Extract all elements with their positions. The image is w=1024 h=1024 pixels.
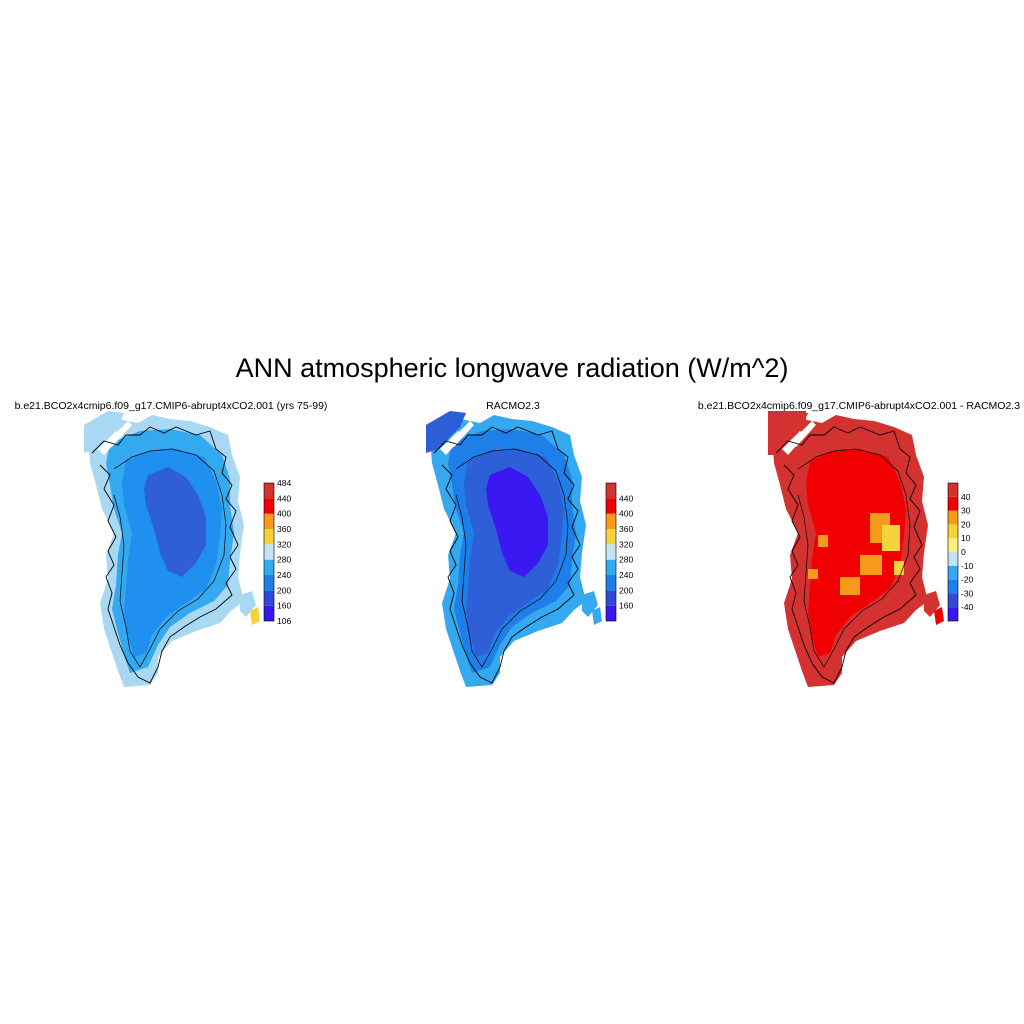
racmo-colorbar-frame bbox=[605, 482, 617, 622]
difference-colorbar-label: -10 bbox=[961, 561, 974, 571]
model-colorbar-swatch bbox=[264, 544, 274, 560]
difference-coastline bbox=[775, 426, 923, 684]
difference-colorbar-label: -40 bbox=[961, 602, 974, 612]
racmo-colorbar-swatch bbox=[606, 513, 616, 529]
model-colorbar-swatch bbox=[264, 529, 274, 545]
racmo-colorbar-label: 320 bbox=[619, 539, 633, 549]
model-colorbar-label: 106 bbox=[277, 616, 291, 626]
map-model: 106 160 200 240 280 320 360 400 440 484 bbox=[84, 411, 291, 687]
map-racmo: 160 200 240 280 320 360 400 440 bbox=[426, 411, 633, 687]
model-colorbar-swatch bbox=[264, 498, 274, 514]
model-colorbar-swatch bbox=[264, 575, 274, 591]
model-colorbar-swatch bbox=[264, 483, 274, 499]
racmo-colorbar-label: 280 bbox=[619, 555, 633, 565]
model-colorbar-label: 240 bbox=[277, 570, 291, 580]
racmo-colorbar-swatch bbox=[606, 544, 616, 560]
model-map-gap bbox=[108, 421, 132, 447]
difference-map-anomaly-patch bbox=[840, 577, 860, 595]
difference-colorbar-frame bbox=[947, 482, 959, 622]
racmo-colorbar-swatch bbox=[606, 529, 616, 545]
model-colorbar-label: 484 bbox=[277, 478, 291, 488]
map-difference: -40 -30 -20 -10 0 10 20 30 40 bbox=[768, 411, 974, 687]
model-colorbar-swatch bbox=[264, 605, 274, 621]
racmo-colorbar-swatch bbox=[606, 498, 616, 514]
racmo-colorbar-label: 240 bbox=[619, 570, 633, 580]
racmo-map-island-small bbox=[592, 607, 602, 625]
figure-title: ANN atmospheric longwave radiation (W/m^… bbox=[235, 353, 789, 383]
model-colorbar-label: 320 bbox=[277, 539, 291, 549]
model-colorbar-label: 280 bbox=[277, 555, 291, 565]
model-colorbar-label: 440 bbox=[277, 493, 291, 503]
difference-colorbar-label: -20 bbox=[961, 575, 974, 585]
panel-title-racmo: RACMO2.3 bbox=[486, 400, 540, 412]
racmo-map-region-core bbox=[486, 467, 548, 577]
model-coastline bbox=[91, 426, 239, 684]
difference-map-island bbox=[924, 591, 940, 617]
difference-colorbar-label: 0 bbox=[961, 547, 966, 557]
racmo-map-gap bbox=[450, 421, 474, 447]
model-map-island-small bbox=[250, 607, 260, 625]
racmo-ice-sheet-outline bbox=[455, 448, 569, 668]
difference-colorbar-label: 40 bbox=[961, 492, 971, 502]
model-colorbar-label: 160 bbox=[277, 601, 291, 611]
difference-colorbar-swatch bbox=[948, 524, 958, 539]
racmo-map-region-northwest-dark bbox=[426, 411, 466, 453]
model-colorbar-frame bbox=[263, 482, 275, 622]
model-colorbar: 106 160 200 240 280 320 360 400 440 484 bbox=[263, 478, 291, 626]
difference-colorbar-label: 10 bbox=[961, 533, 971, 543]
difference-colorbar-swatch bbox=[948, 552, 958, 566]
racmo-colorbar-swatch bbox=[606, 590, 616, 606]
difference-colorbar: -40 -30 -20 -10 0 10 20 30 40 bbox=[947, 482, 974, 622]
racmo-colorbar-label: 360 bbox=[619, 524, 633, 534]
model-colorbar-label: 200 bbox=[277, 585, 291, 595]
model-colorbar-label: 400 bbox=[277, 509, 291, 519]
model-colorbar-swatch bbox=[264, 559, 274, 575]
racmo-colorbar-swatch bbox=[606, 559, 616, 575]
difference-colorbar-label: 30 bbox=[961, 506, 971, 516]
model-map-island bbox=[240, 591, 256, 617]
racmo-colorbar-swatch bbox=[606, 575, 616, 591]
difference-map-anomaly-patch bbox=[808, 569, 818, 579]
model-colorbar-label: 360 bbox=[277, 524, 291, 534]
racmo-map-island bbox=[582, 591, 598, 617]
difference-colorbar-swatch bbox=[948, 510, 958, 525]
difference-map-gap bbox=[792, 421, 816, 447]
panel-title-difference: b.e21.BCO2x4cmip6.f09_g17.CMIP6-abrupt4x… bbox=[697, 400, 1021, 412]
difference-colorbar-swatch bbox=[948, 565, 958, 580]
racmo-coastline bbox=[433, 426, 581, 684]
difference-map-region-core bbox=[828, 467, 890, 577]
difference-map-anomaly-patch bbox=[818, 535, 828, 547]
racmo-colorbar-swatch bbox=[606, 483, 616, 499]
racmo-colorbar-label: 400 bbox=[619, 509, 633, 519]
difference-map-anomaly-patch bbox=[894, 561, 904, 575]
model-colorbar-swatch bbox=[264, 513, 274, 529]
model-ice-sheet-outline bbox=[113, 448, 227, 668]
panel-title-model: b.e21.BCO2x4cmip6.f09_g17.CMIP6-abrupt4x… bbox=[14, 400, 328, 412]
difference-ice-sheet-outline bbox=[797, 448, 911, 668]
difference-map-anomaly-patch bbox=[860, 555, 882, 575]
racmo-colorbar-label: 200 bbox=[619, 585, 633, 595]
racmo-colorbar-label: 440 bbox=[619, 493, 633, 503]
difference-colorbar-swatch bbox=[948, 496, 958, 511]
difference-colorbar-label: 20 bbox=[961, 519, 971, 529]
difference-colorbar-swatch bbox=[948, 483, 958, 497]
racmo-colorbar: 160 200 240 280 320 360 400 440 bbox=[605, 482, 633, 622]
difference-colorbar-label: -30 bbox=[961, 588, 974, 598]
model-map-region-core bbox=[144, 467, 206, 577]
difference-colorbar-swatch bbox=[948, 579, 958, 594]
difference-colorbar-swatch bbox=[948, 607, 958, 621]
racmo-colorbar-swatch bbox=[606, 605, 616, 621]
model-colorbar-swatch bbox=[264, 590, 274, 606]
racmo-colorbar-label: 160 bbox=[619, 601, 633, 611]
difference-map-anomaly-patch bbox=[882, 525, 900, 551]
difference-map-island-small bbox=[934, 607, 944, 625]
difference-colorbar-swatch bbox=[948, 593, 958, 608]
difference-colorbar-swatch bbox=[948, 538, 958, 552]
